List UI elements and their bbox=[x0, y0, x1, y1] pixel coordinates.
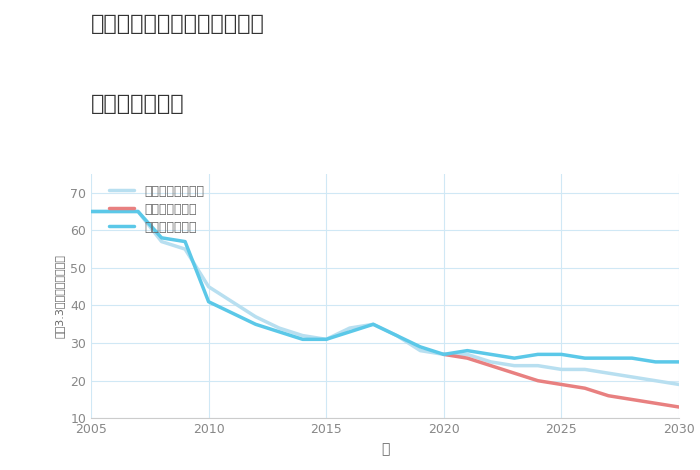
ノーマルシナリオ bbox=[557, 367, 566, 372]
バッドシナリオ bbox=[533, 378, 542, 384]
ノーマルシナリオ bbox=[181, 246, 189, 252]
Line: バッドシナリオ: バッドシナリオ bbox=[444, 354, 679, 407]
ノーマルシナリオ bbox=[158, 239, 166, 244]
グッドシナリオ bbox=[322, 337, 330, 342]
グッドシナリオ bbox=[134, 209, 142, 214]
ノーマルシナリオ bbox=[486, 359, 495, 365]
グッドシナリオ bbox=[275, 329, 284, 335]
Text: 福岡県福岡市城南区南片江の: 福岡県福岡市城南区南片江の bbox=[91, 14, 265, 34]
Legend: ノーマルシナリオ, バッドシナリオ, グッドシナリオ: ノーマルシナリオ, バッドシナリオ, グッドシナリオ bbox=[109, 185, 204, 234]
ノーマルシナリオ bbox=[651, 378, 659, 384]
バッドシナリオ bbox=[510, 370, 519, 376]
バッドシナリオ bbox=[581, 385, 589, 391]
ノーマルシナリオ bbox=[204, 284, 213, 290]
グッドシナリオ bbox=[651, 359, 659, 365]
ノーマルシナリオ bbox=[298, 333, 307, 338]
バッドシナリオ bbox=[557, 382, 566, 387]
グッドシナリオ bbox=[557, 352, 566, 357]
グッドシナリオ bbox=[533, 352, 542, 357]
ノーマルシナリオ bbox=[581, 367, 589, 372]
ノーマルシナリオ bbox=[510, 363, 519, 368]
グッドシナリオ bbox=[181, 239, 189, 244]
X-axis label: 年: 年 bbox=[381, 442, 389, 456]
グッドシナリオ bbox=[158, 235, 166, 241]
グッドシナリオ bbox=[463, 348, 472, 353]
Text: 土地の価格推移: 土地の価格推移 bbox=[91, 94, 185, 114]
ノーマルシナリオ bbox=[369, 321, 377, 327]
ノーマルシナリオ bbox=[675, 382, 683, 387]
バッドシナリオ bbox=[651, 400, 659, 406]
ノーマルシナリオ bbox=[346, 325, 354, 331]
ノーマルシナリオ bbox=[393, 333, 401, 338]
バッドシナリオ bbox=[440, 352, 448, 357]
バッドシナリオ bbox=[604, 393, 612, 399]
Line: グッドシナリオ: グッドシナリオ bbox=[91, 212, 679, 362]
グッドシナリオ bbox=[204, 299, 213, 305]
ノーマルシナリオ bbox=[440, 352, 448, 357]
ノーマルシナリオ bbox=[87, 209, 95, 214]
グッドシナリオ bbox=[298, 337, 307, 342]
ノーマルシナリオ bbox=[322, 337, 330, 342]
ノーマルシナリオ bbox=[533, 363, 542, 368]
グッドシナリオ bbox=[675, 359, 683, 365]
バッドシナリオ bbox=[486, 363, 495, 368]
ノーマルシナリオ bbox=[604, 370, 612, 376]
ノーマルシナリオ bbox=[228, 299, 237, 305]
グッドシナリオ bbox=[510, 355, 519, 361]
グッドシナリオ bbox=[87, 209, 95, 214]
バッドシナリオ bbox=[463, 355, 472, 361]
ノーマルシナリオ bbox=[628, 374, 636, 380]
グッドシナリオ bbox=[251, 321, 260, 327]
グッドシナリオ bbox=[416, 344, 424, 350]
バッドシナリオ bbox=[675, 404, 683, 410]
グッドシナリオ bbox=[486, 352, 495, 357]
グッドシナリオ bbox=[628, 355, 636, 361]
ノーマルシナリオ bbox=[251, 314, 260, 320]
グッドシナリオ bbox=[604, 355, 612, 361]
Line: ノーマルシナリオ: ノーマルシナリオ bbox=[91, 212, 679, 384]
グッドシナリオ bbox=[369, 321, 377, 327]
ノーマルシナリオ bbox=[463, 352, 472, 357]
グッドシナリオ bbox=[228, 310, 237, 316]
ノーマルシナリオ bbox=[134, 209, 142, 214]
バッドシナリオ bbox=[628, 397, 636, 402]
グッドシナリオ bbox=[393, 333, 401, 338]
グッドシナリオ bbox=[581, 355, 589, 361]
ノーマルシナリオ bbox=[416, 348, 424, 353]
ノーマルシナリオ bbox=[275, 325, 284, 331]
Y-axis label: 坪（3.3㎡）単価（万円）: 坪（3.3㎡）単価（万円） bbox=[55, 254, 64, 338]
グッドシナリオ bbox=[346, 329, 354, 335]
グッドシナリオ bbox=[440, 352, 448, 357]
